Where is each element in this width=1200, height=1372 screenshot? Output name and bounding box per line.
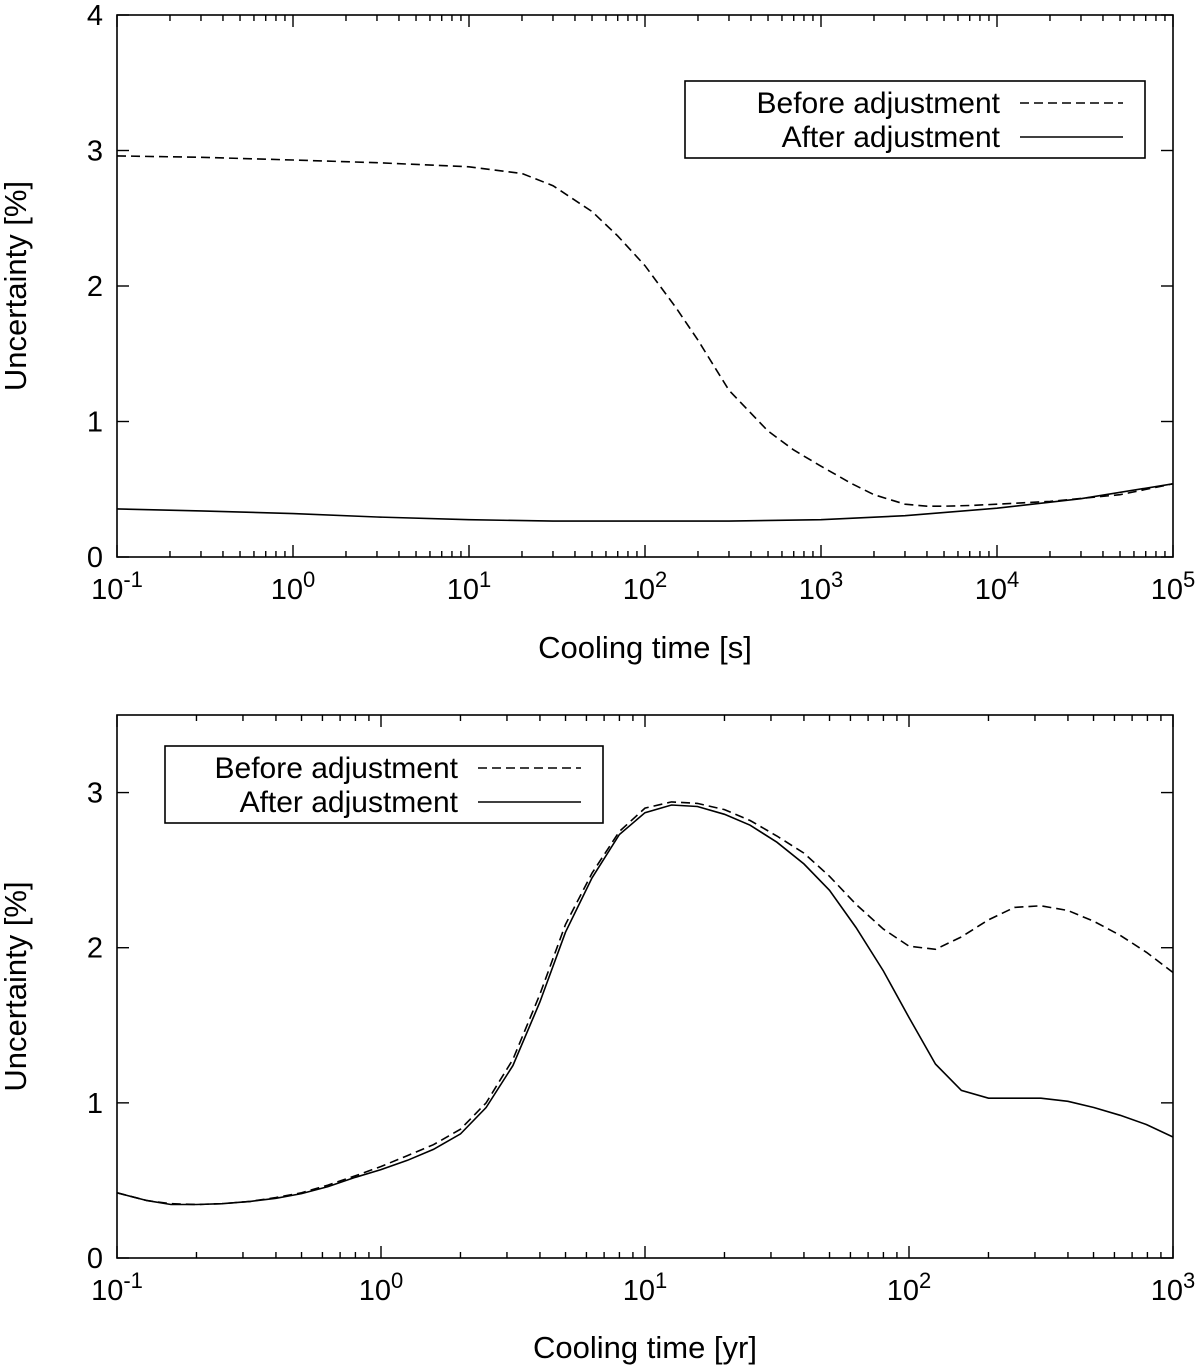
after-adjustment-line bbox=[117, 483, 1173, 522]
x-tick-label: 102 bbox=[887, 1268, 932, 1307]
chart-panel-2: 10-1 100 101 102 103 0 1 2 3 Cooling time [yr] Unc… bbox=[0, 714, 1196, 1365]
x-tick-label: 101 bbox=[623, 1268, 668, 1307]
y-tick-label: 4 bbox=[87, 0, 103, 32]
x-tick-label: 104 bbox=[975, 567, 1020, 606]
x-tick-label: 103 bbox=[799, 567, 844, 606]
x-tick-label: 105 bbox=[1151, 567, 1196, 606]
y-tick-label: 3 bbox=[87, 778, 103, 810]
x-axis-label: Cooling time [yr] bbox=[533, 1330, 757, 1365]
y-tick-label: 1 bbox=[87, 1088, 103, 1120]
y-tick-label: 0 bbox=[87, 1243, 103, 1275]
y-axis-label: Uncertainty [%] bbox=[0, 181, 33, 391]
x-tick-label: 103 bbox=[1151, 1268, 1196, 1307]
legend-label: After adjustment bbox=[240, 786, 459, 819]
y-tick-label: 3 bbox=[87, 136, 103, 168]
legend-box bbox=[684, 80, 1146, 159]
x-axis-label: Cooling time [s] bbox=[538, 630, 752, 665]
x-tick-label: 100 bbox=[271, 567, 316, 606]
x-tick-label: 100 bbox=[359, 1268, 404, 1307]
x-tick-label: 102 bbox=[623, 567, 668, 606]
legend-box bbox=[164, 745, 604, 824]
x-tick-label: 10-1 bbox=[91, 567, 143, 606]
after-adjustment-line bbox=[117, 804, 1173, 1206]
legend-label: Before adjustment bbox=[757, 87, 1001, 120]
y-tick-label: 2 bbox=[87, 933, 103, 965]
x-tick-label: 101 bbox=[447, 567, 492, 606]
legend-label: Before adjustment bbox=[215, 752, 459, 785]
chart-panel-1: 10-1 100 101 102 103 104 105 0 1 2 3 4 Cooling time … bbox=[0, 0, 1195, 665]
y-tick-label: 2 bbox=[87, 271, 103, 303]
before-adjustment-line bbox=[117, 801, 1173, 1206]
y-tick-label: 0 bbox=[87, 542, 103, 574]
y-tick-label: 1 bbox=[87, 407, 103, 439]
legend-label: After adjustment bbox=[782, 121, 1001, 154]
y-axis-label: Uncertainty [%] bbox=[0, 881, 33, 1091]
before-adjustment-line bbox=[117, 155, 1173, 508]
x-tick-label: 10-1 bbox=[91, 1268, 143, 1307]
